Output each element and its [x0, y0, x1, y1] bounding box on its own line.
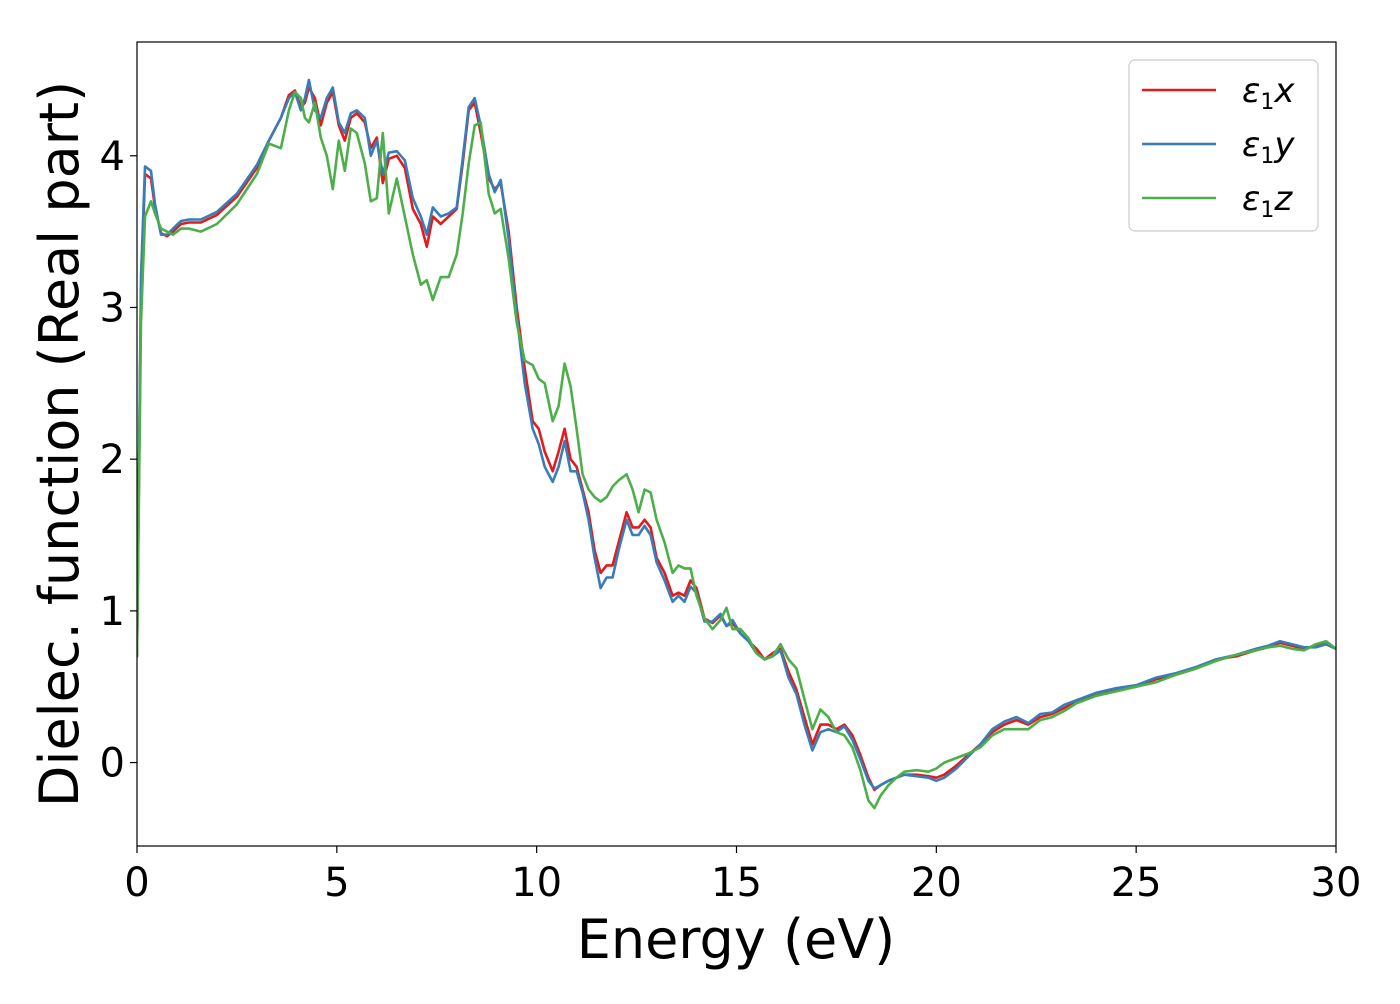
y-axis-label: Dielec. function (Real part): [28, 81, 91, 807]
x-tick-label: 30: [1311, 860, 1362, 906]
y-tick-label: 0: [100, 741, 125, 787]
x-axis-label: Energy (eV): [577, 908, 896, 971]
legend-label-z: ε1z: [1242, 179, 1293, 223]
legend-label-x: ε1x: [1242, 71, 1295, 115]
y-tick-label: 4: [100, 134, 125, 180]
x-tick-label: 25: [1111, 860, 1162, 906]
y-tick-label: 1: [100, 589, 125, 635]
series-line-x: [137, 86, 1336, 792]
legend-box: [1128, 59, 1319, 232]
y-axis-ticks: 0 1 2 3 4: [100, 134, 137, 787]
y-tick-label: 2: [100, 437, 125, 483]
series-line-y: [137, 78, 1336, 790]
y-tick-label: 3: [100, 285, 125, 331]
x-tick-label: 15: [711, 860, 762, 906]
x-tick-label: 0: [124, 860, 149, 906]
legend-label-y: ε1y: [1242, 125, 1295, 169]
x-tick-label: 5: [324, 860, 349, 906]
x-tick-label: 20: [911, 860, 962, 906]
series-line-z: [137, 90, 1336, 810]
legend: ε1x ε1y ε1z: [1128, 59, 1319, 232]
x-tick-label: 10: [511, 860, 562, 906]
x-axis-ticks: 0 5 10 15 20 25 30: [124, 846, 1361, 906]
series-layer: [137, 78, 1336, 810]
